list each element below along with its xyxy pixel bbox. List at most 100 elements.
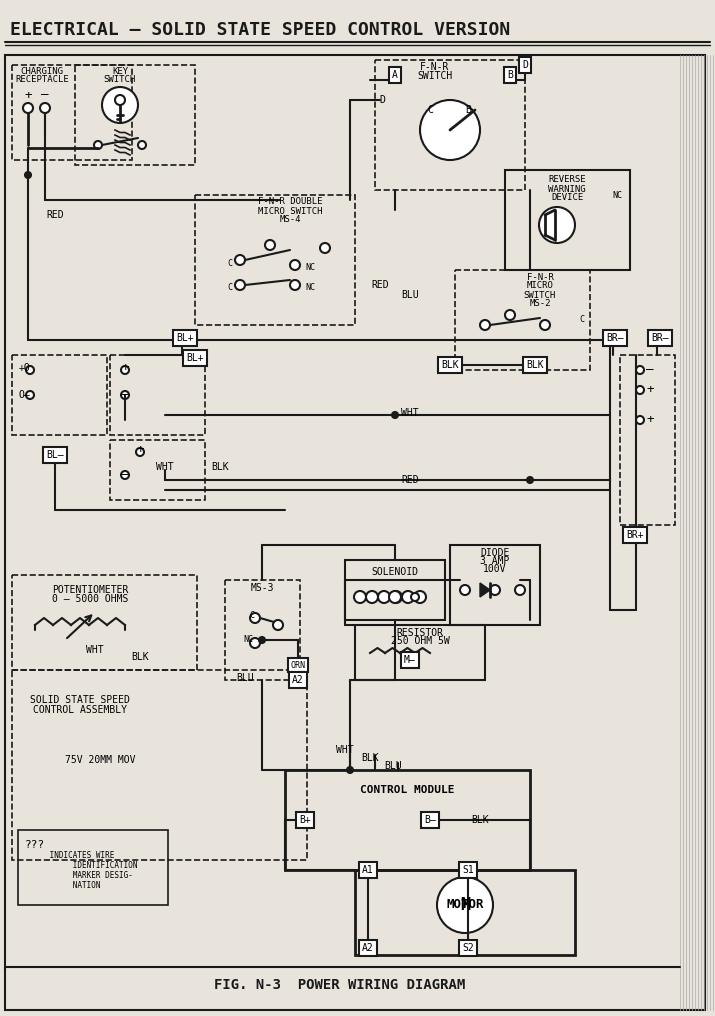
- Text: +: +: [122, 362, 129, 375]
- Circle shape: [389, 591, 401, 604]
- Text: BLK: BLK: [471, 815, 489, 825]
- Text: A: A: [392, 70, 398, 80]
- Bar: [620, 355, 675, 525]
- Text: BLU: BLU: [236, 673, 254, 683]
- Text: C: C: [427, 105, 433, 115]
- Text: RED: RED: [371, 280, 389, 290]
- Text: –: –: [122, 468, 129, 482]
- Circle shape: [25, 172, 31, 178]
- Text: B–: B–: [424, 815, 436, 825]
- Text: ORN: ORN: [290, 660, 305, 670]
- Text: MOTOR: MOTOR: [446, 898, 484, 911]
- Text: B: B: [465, 105, 471, 115]
- Circle shape: [411, 593, 419, 601]
- Text: +: +: [646, 414, 654, 427]
- Text: C: C: [227, 283, 232, 293]
- Circle shape: [390, 591, 402, 604]
- Bar: [375, 60, 525, 190]
- Text: BLK: BLK: [441, 360, 459, 370]
- Text: BR–: BR–: [606, 333, 623, 343]
- Text: CONTROL MODULE: CONTROL MODULE: [360, 785, 454, 795]
- Text: MARKER DESIG-: MARKER DESIG-: [45, 871, 133, 880]
- Circle shape: [250, 638, 260, 648]
- Bar: [12, 670, 307, 860]
- Circle shape: [115, 96, 125, 105]
- Text: DEVICE: DEVICE: [551, 193, 583, 202]
- Text: RED: RED: [401, 475, 419, 485]
- Text: F-N-R DOUBLE: F-N-R DOUBLE: [257, 197, 322, 206]
- Text: BL+: BL+: [176, 333, 194, 343]
- Text: WHT: WHT: [156, 462, 174, 472]
- Text: RESISTOR: RESISTOR: [397, 628, 443, 638]
- Text: F-N-R: F-N-R: [420, 62, 450, 72]
- Text: DIODE: DIODE: [480, 548, 510, 558]
- Text: 250 OHM 5W: 250 OHM 5W: [390, 636, 449, 646]
- Text: M–: M–: [404, 655, 416, 665]
- Circle shape: [102, 87, 138, 123]
- Circle shape: [527, 477, 533, 483]
- Circle shape: [378, 591, 390, 604]
- Circle shape: [26, 366, 34, 374]
- Circle shape: [250, 613, 260, 623]
- Text: –: –: [646, 364, 654, 377]
- Text: A2: A2: [362, 943, 374, 953]
- Text: +O: +O: [18, 363, 30, 373]
- Bar: [110, 440, 205, 500]
- Text: BLU: BLU: [384, 761, 402, 771]
- Text: SWITCH: SWITCH: [104, 75, 136, 84]
- Text: FIG. N-3  POWER WIRING DIAGRAM: FIG. N-3 POWER WIRING DIAGRAM: [214, 978, 465, 992]
- Bar: [12, 355, 107, 435]
- Text: BL–: BL–: [46, 450, 64, 460]
- Circle shape: [480, 320, 490, 330]
- Bar: [12, 575, 197, 670]
- Text: KEY: KEY: [112, 67, 128, 76]
- Text: BLK: BLK: [211, 462, 229, 472]
- Circle shape: [540, 320, 550, 330]
- Circle shape: [26, 391, 34, 399]
- Text: M: M: [460, 896, 470, 914]
- Text: MICRO SWITCH: MICRO SWITCH: [257, 206, 322, 215]
- Bar: [285, 770, 530, 870]
- Text: +: +: [24, 88, 31, 102]
- Text: ???: ???: [25, 840, 45, 850]
- Text: S2: S2: [462, 943, 474, 953]
- Text: A1: A1: [362, 865, 374, 875]
- Circle shape: [437, 877, 493, 933]
- Bar: [75, 65, 195, 165]
- Text: IDENTIFICATION: IDENTIFICATION: [45, 861, 137, 870]
- Text: B+: B+: [299, 815, 311, 825]
- Text: WARNING: WARNING: [548, 185, 586, 193]
- Text: –: –: [41, 88, 49, 102]
- Circle shape: [290, 260, 300, 270]
- Text: C: C: [579, 316, 584, 324]
- Circle shape: [460, 585, 470, 595]
- Text: BR+: BR+: [626, 530, 644, 539]
- Text: MS-2: MS-2: [529, 300, 551, 309]
- Circle shape: [505, 310, 515, 320]
- Bar: [225, 580, 300, 680]
- Text: C: C: [227, 258, 232, 267]
- Circle shape: [121, 391, 129, 399]
- Text: WHT: WHT: [401, 408, 419, 418]
- Circle shape: [636, 416, 644, 424]
- Text: SWITCH: SWITCH: [524, 291, 556, 300]
- Circle shape: [414, 591, 426, 604]
- Text: BR–: BR–: [651, 333, 669, 343]
- Circle shape: [121, 366, 129, 374]
- Circle shape: [259, 637, 265, 643]
- Text: CONTROL ASSEMBLY: CONTROL ASSEMBLY: [33, 705, 127, 715]
- Text: SOLID STATE SPEED: SOLID STATE SPEED: [30, 695, 130, 705]
- Circle shape: [23, 103, 33, 113]
- Circle shape: [235, 255, 245, 265]
- Text: WHT: WHT: [87, 645, 104, 655]
- Text: D: D: [379, 96, 385, 105]
- Text: 0 – 5000 OHMS: 0 – 5000 OHMS: [51, 594, 128, 604]
- Text: BLK: BLK: [131, 652, 149, 662]
- Text: RECEPTACLE: RECEPTACLE: [15, 75, 69, 84]
- Text: O–: O–: [18, 390, 30, 400]
- Text: NC: NC: [305, 263, 315, 272]
- Text: SOLENOID: SOLENOID: [372, 567, 418, 577]
- Text: 75V 20MM MOV: 75V 20MM MOV: [65, 755, 135, 765]
- Circle shape: [320, 243, 330, 253]
- Text: CHARGING: CHARGING: [21, 67, 64, 76]
